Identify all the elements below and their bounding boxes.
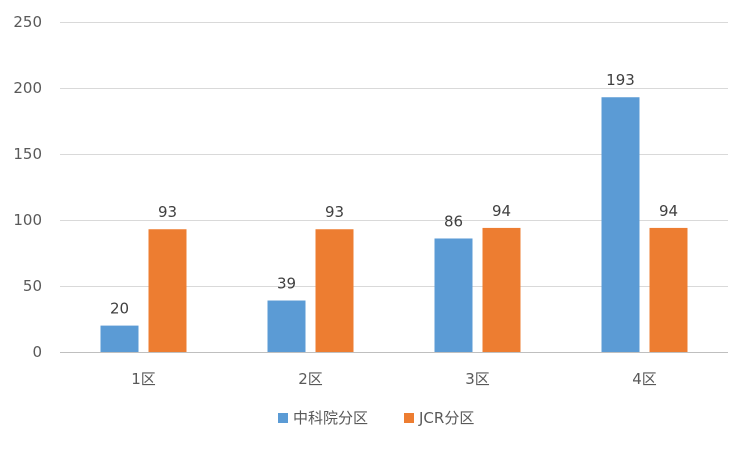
x-axis-ticks: 1区 2区 3区 4区 bbox=[131, 370, 657, 388]
legend-label-cas: 中科院分区 bbox=[293, 409, 368, 427]
y-axis-ticks: 0 50 100 150 200 250 bbox=[13, 13, 42, 361]
bar-cas-3 bbox=[434, 238, 473, 352]
bar-jcr-1 bbox=[148, 229, 187, 352]
legend-label-jcr: JCR分区 bbox=[418, 409, 474, 427]
legend-swatch-jcr bbox=[404, 413, 414, 423]
y-tick-label: 50 bbox=[23, 277, 42, 295]
x-tick-label: 4区 bbox=[632, 370, 657, 388]
bar-cas-2 bbox=[267, 300, 306, 352]
data-label: 39 bbox=[277, 275, 296, 293]
bar-cas-4 bbox=[601, 97, 640, 353]
y-tick-label: 0 bbox=[32, 343, 42, 361]
data-label: 93 bbox=[325, 203, 344, 221]
x-tick-label: 2区 bbox=[298, 370, 323, 388]
bar-jcr-3 bbox=[482, 227, 521, 352]
data-label: 94 bbox=[659, 202, 678, 220]
bar-cas-1 bbox=[100, 325, 139, 352]
y-tick-label: 150 bbox=[13, 145, 42, 163]
x-tick-label: 3区 bbox=[465, 370, 490, 388]
data-label: 193 bbox=[606, 71, 635, 89]
x-tick-label: 1区 bbox=[131, 370, 156, 388]
legend: 中科院分区 JCR分区 bbox=[278, 409, 474, 427]
data-labels: 20 93 39 93 86 94 193 94 bbox=[110, 71, 678, 317]
y-tick-label: 200 bbox=[13, 79, 42, 97]
bar-jcr-2 bbox=[315, 229, 354, 352]
legend-swatch-cas bbox=[278, 413, 288, 423]
bar-jcr-4 bbox=[649, 227, 688, 352]
data-label: 20 bbox=[110, 300, 129, 318]
y-tick-label: 100 bbox=[13, 211, 42, 229]
y-tick-label: 250 bbox=[13, 13, 42, 31]
data-label: 94 bbox=[492, 202, 511, 220]
data-label: 93 bbox=[158, 203, 177, 221]
bars bbox=[100, 97, 688, 353]
data-label: 86 bbox=[444, 212, 463, 230]
